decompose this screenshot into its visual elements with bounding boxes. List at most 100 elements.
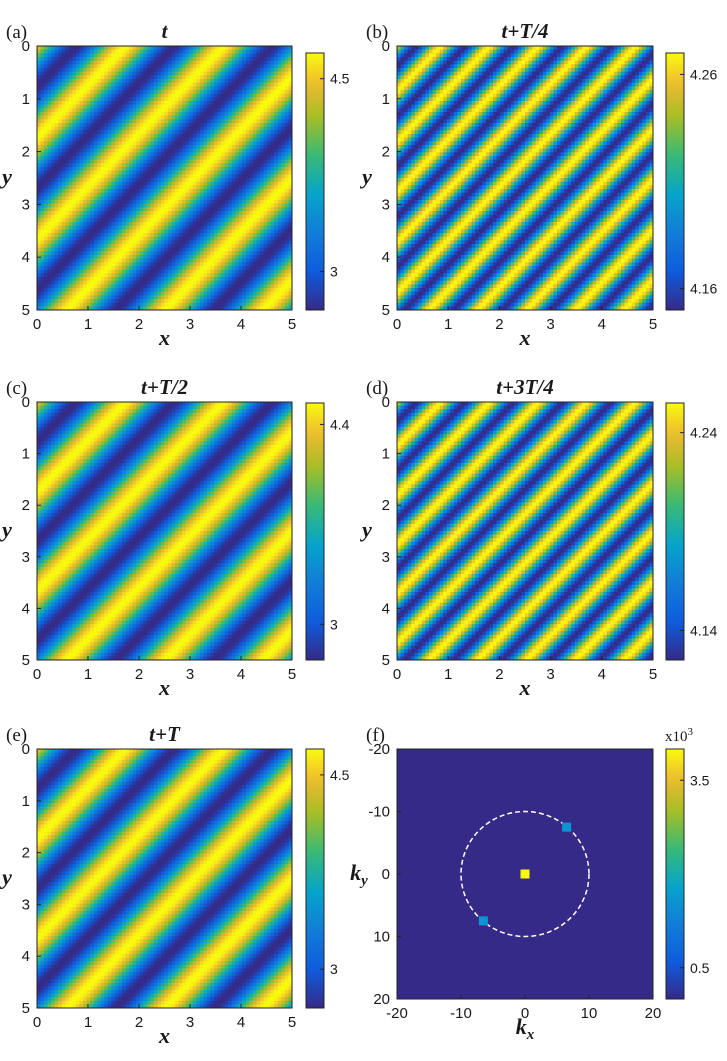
heatmap-cell — [164, 229, 169, 234]
heatmap-cell — [203, 181, 208, 186]
heatmap-cell — [54, 288, 59, 293]
heatmap-cell — [83, 163, 88, 168]
heatmap-cell — [242, 123, 247, 128]
heatmap-cell — [242, 49, 247, 54]
heatmap-cell — [242, 145, 247, 150]
heatmap-cell — [175, 196, 180, 201]
heatmap-cell — [199, 75, 205, 80]
heatmap-cell — [58, 46, 63, 51]
heatmap-cell — [93, 181, 98, 186]
heatmap-cell — [203, 53, 208, 58]
heatmap-cell — [114, 86, 120, 91]
heatmap-cell — [153, 211, 159, 216]
heatmap-cell — [214, 222, 219, 227]
heatmap-cell — [164, 273, 169, 278]
heatmap-cell — [86, 299, 91, 304]
heatmap-cell — [164, 60, 169, 65]
heatmap-cell — [129, 255, 134, 260]
heatmap-cell — [111, 57, 116, 62]
heatmap-cell — [51, 211, 56, 216]
heatmap-cell — [58, 269, 63, 274]
heatmap-cell — [111, 152, 116, 157]
heatmap-cell — [104, 284, 109, 289]
heatmap-cell — [196, 288, 201, 293]
heatmap-cell — [44, 90, 49, 95]
heatmap-cell — [221, 299, 226, 304]
heatmap-cell — [153, 258, 159, 263]
heatmap-cell — [168, 203, 173, 208]
heatmap-cell — [54, 295, 59, 300]
heatmap-cell — [242, 306, 247, 310]
heatmap-cell — [100, 273, 105, 278]
heatmap-cell — [97, 97, 102, 102]
heatmap-cell — [203, 255, 208, 260]
heatmap-cell — [122, 302, 127, 307]
heatmap-cell — [68, 291, 74, 296]
heatmap-cell — [270, 258, 275, 263]
heatmap-cell — [228, 152, 233, 157]
heatmap-cell — [40, 156, 45, 161]
heatmap-cell — [114, 137, 120, 142]
heatmap-cell — [54, 123, 59, 128]
heatmap-cell — [164, 145, 169, 150]
heatmap-cell — [270, 189, 275, 194]
heatmap-cell — [136, 255, 141, 260]
heatmap-cell — [132, 46, 137, 51]
heatmap-cell — [100, 123, 105, 128]
heatmap-cell — [260, 302, 265, 307]
heatmap-cell — [157, 236, 162, 241]
heatmap-cell — [146, 203, 151, 208]
heatmap-cell — [253, 57, 258, 62]
heatmap-cell — [224, 53, 229, 58]
heatmap-cell — [217, 104, 222, 109]
heatmap-cell — [51, 280, 56, 285]
heatmap-cell — [58, 291, 63, 296]
heatmap-cell — [83, 170, 88, 175]
heatmap-cell — [75, 178, 81, 183]
heatmap-cell — [235, 291, 240, 296]
heatmap-cell — [90, 244, 95, 249]
heatmap-cell — [224, 134, 229, 139]
heatmap-cell — [37, 225, 42, 230]
heatmap-cell — [118, 145, 123, 150]
heatmap-cell — [210, 123, 215, 128]
heatmap-cell — [111, 258, 116, 263]
heatmap-cell — [238, 203, 244, 208]
heatmap-cell — [122, 148, 127, 153]
heatmap-cell — [61, 53, 66, 58]
heatmap-cell — [111, 134, 116, 139]
heatmap-cell — [86, 277, 91, 282]
heatmap-cell — [263, 240, 268, 245]
heatmap-cell — [44, 49, 49, 54]
heatmap-cell — [37, 251, 42, 256]
heatmap-cell — [253, 170, 258, 175]
heatmap-cell — [114, 90, 120, 95]
heatmap-cell — [40, 126, 45, 131]
heatmap-cell — [153, 53, 159, 58]
heatmap-cell — [68, 207, 74, 212]
heatmap-cell — [253, 93, 258, 98]
heatmap-cell — [79, 306, 84, 310]
heatmap-cell — [199, 174, 205, 179]
heatmap-cell — [51, 141, 56, 146]
heatmap-cell — [93, 167, 98, 172]
heatmap-cell — [47, 108, 52, 113]
heatmap-cell — [118, 284, 123, 289]
heatmap-cell — [228, 57, 233, 62]
heatmap-cell — [61, 152, 66, 157]
heatmap-cell — [160, 75, 166, 80]
heatmap-cell — [129, 159, 134, 164]
heatmap-cell — [263, 156, 268, 161]
heatmap-cell — [270, 196, 275, 201]
heatmap-cell — [100, 178, 105, 183]
heatmap-cell — [207, 108, 212, 113]
heatmap-cell — [238, 90, 244, 95]
heatmap-cell — [199, 159, 205, 164]
heatmap-cell — [132, 295, 137, 300]
heatmap-cell — [129, 46, 134, 51]
heatmap-cell — [86, 233, 91, 238]
heatmap-cell — [267, 167, 272, 172]
heatmap-cell — [189, 126, 194, 131]
heatmap-cell — [107, 86, 112, 91]
heatmap-cell — [97, 288, 102, 293]
